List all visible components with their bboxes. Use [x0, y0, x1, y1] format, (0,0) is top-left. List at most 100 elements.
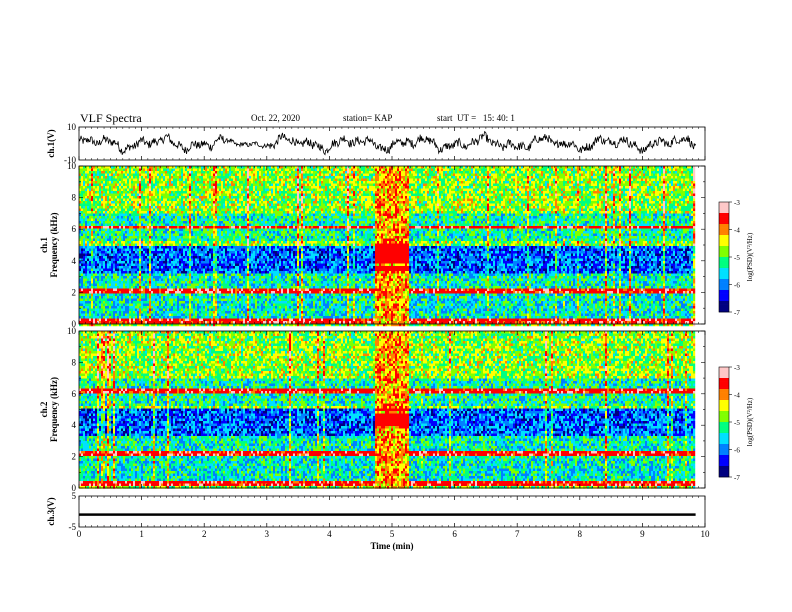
spectrogram-cell [529, 173, 532, 177]
spectrogram-cell [639, 201, 642, 204]
spectrogram-cell [441, 186, 444, 189]
spectrogram-cell [391, 201, 394, 204]
spectrogram-cell [245, 201, 248, 204]
spectrogram-cell [395, 191, 398, 194]
spectrogram-cell [179, 196, 182, 199]
spectrogram-cell [139, 181, 142, 184]
spectrogram-cell [397, 168, 400, 172]
spectrogram-cell [299, 191, 302, 194]
spectrogram-cell [139, 171, 142, 174]
spectrogram-cell [467, 168, 470, 172]
spectrogram-cell [347, 173, 350, 177]
spectrogram-cell [91, 178, 94, 182]
spectrogram-cell [379, 171, 382, 174]
spectrogram-cell [635, 201, 638, 204]
spectrogram-cell [551, 183, 554, 187]
spectrogram-cell [359, 171, 362, 174]
spectrogram-cell [507, 196, 510, 199]
spectrogram-cell [677, 181, 680, 184]
spectrogram-cell [141, 196, 144, 199]
spectrogram-cell [449, 188, 452, 192]
spectrogram-cell [591, 186, 594, 189]
spectrogram-cell [643, 168, 646, 172]
spectrogram-cell [329, 176, 332, 179]
spectrogram-cell [635, 168, 638, 172]
spectrogram-cell [525, 198, 528, 202]
spectrogram-cell [609, 166, 612, 169]
spectrogram-cell [357, 198, 360, 202]
spectrogram-cell [297, 178, 300, 182]
spectrogram-cell [549, 173, 552, 177]
spectrogram-cell [413, 196, 416, 199]
spectrogram-cell [669, 171, 672, 174]
spectrogram-cell [643, 178, 646, 182]
spectrogram-cell [143, 181, 146, 184]
spectrogram-cell [681, 168, 684, 172]
spectrogram-cell [265, 196, 268, 199]
spectrogram-cell [235, 201, 238, 204]
spectrogram-cell [503, 166, 506, 169]
spectrogram-cell [681, 183, 684, 187]
spectrogram-cell [609, 201, 612, 204]
spectrogram-cell [473, 198, 476, 202]
spectrogram-cell [309, 171, 312, 174]
spectrogram-cell [607, 186, 610, 189]
spectrogram-cell [539, 173, 542, 177]
spectrogram-cell [673, 178, 676, 182]
spectrogram-cell [211, 173, 214, 177]
spectrogram-cell [305, 201, 308, 204]
spectrogram-cell [439, 193, 442, 197]
spectrogram-cell [557, 196, 560, 199]
spectrogram-cell [93, 176, 96, 179]
spectrogram-cell [277, 186, 280, 189]
spectrogram-cell [251, 198, 254, 202]
spectrogram-cell [519, 191, 522, 194]
spectrogram-cell [255, 193, 258, 197]
spectrogram-cell [471, 191, 474, 194]
spectrogram-cell [307, 186, 310, 189]
spectrogram-cell [433, 201, 436, 204]
spectrogram-cell [631, 183, 634, 187]
spectrogram-cell [443, 193, 446, 197]
spectrogram-cell [331, 186, 334, 189]
spectrogram-cell [595, 201, 598, 204]
spectrogram-cell [403, 183, 406, 187]
spectrogram-cell [155, 183, 158, 187]
spectrogram-cell [295, 173, 298, 177]
spectrogram-cell [559, 186, 562, 189]
spectrogram-cell [455, 186, 458, 189]
spectrogram-cell [377, 176, 380, 179]
spectrogram-cell [237, 176, 240, 179]
spectrogram-cell [537, 178, 540, 182]
spectrogram-cell [433, 168, 436, 172]
spectrogram-cell [143, 178, 146, 182]
spectrogram-cell [517, 181, 520, 184]
spectrogram-cell [615, 188, 618, 192]
spectrogram-cell [125, 183, 128, 187]
spectrogram-cell [611, 193, 614, 197]
spectrogram-cell [343, 181, 346, 184]
spectrogram-cell [519, 183, 522, 187]
spectrogram-cell [645, 183, 648, 187]
spectrogram-cell [245, 191, 248, 194]
spectrogram-cell [131, 171, 134, 174]
spectrogram-cell [503, 173, 506, 177]
spectrogram-cell [375, 201, 378, 204]
spectrogram-cell [203, 183, 206, 187]
spectrogram-cell [129, 173, 132, 177]
spectrogram-cell [257, 188, 260, 192]
spectrogram-cell [429, 191, 432, 194]
spectrogram-cell [261, 196, 264, 199]
spectrogram-cell [195, 171, 198, 174]
spectrogram-cell [377, 173, 380, 177]
spectrogram-cell [109, 178, 112, 182]
spectrogram-cell [581, 193, 584, 197]
spectrogram-cell [357, 193, 360, 197]
spectrogram-cell [99, 188, 102, 192]
spectrogram-cell [123, 203, 126, 207]
spectrogram-cell [135, 178, 138, 182]
spectrogram-cell [91, 171, 94, 174]
spectrogram-cell [221, 166, 224, 169]
spectrogram-cell [205, 181, 208, 184]
